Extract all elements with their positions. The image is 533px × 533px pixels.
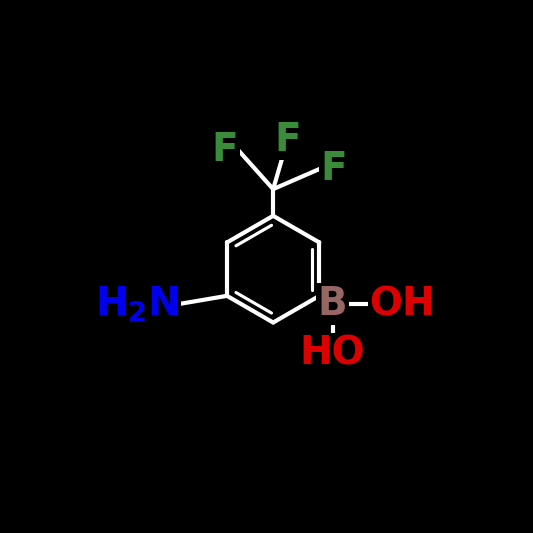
Text: F: F — [274, 121, 301, 159]
Text: F: F — [212, 131, 238, 169]
Text: B: B — [318, 285, 348, 323]
Text: HO: HO — [300, 335, 366, 373]
Text: OH: OH — [369, 285, 435, 323]
Text: F: F — [320, 150, 347, 188]
Text: $\mathregular{H_2N}$: $\mathregular{H_2N}$ — [95, 285, 179, 324]
